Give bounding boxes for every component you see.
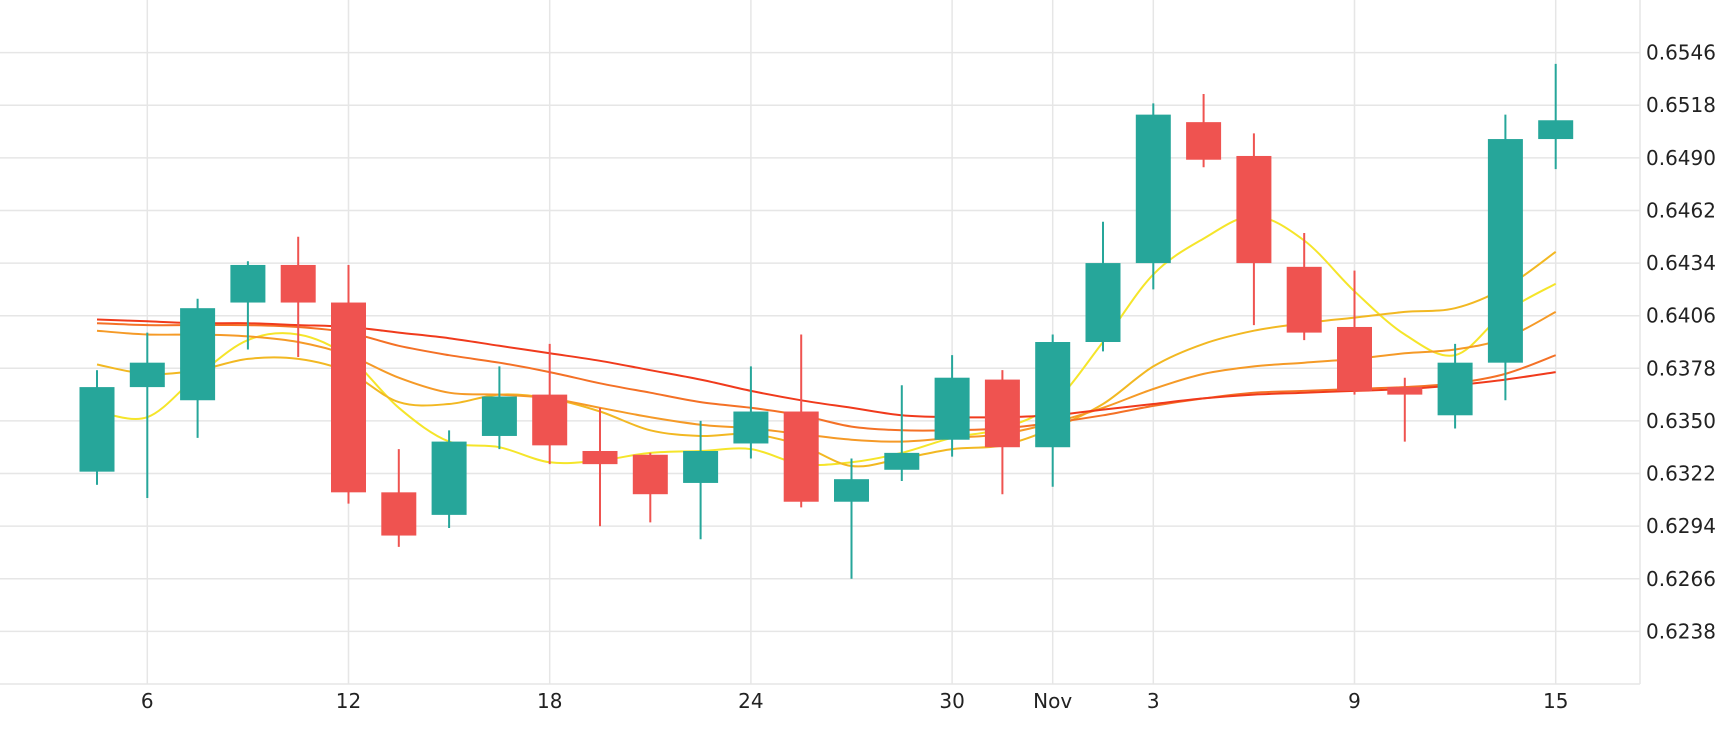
y-tick-label: 0.6462 [1646,198,1716,222]
candle-body [331,302,366,493]
candle-down [280,236,316,358]
plot-frame [0,0,1641,685]
candle-up [1437,343,1473,429]
candle-body [431,441,467,515]
candle-body [180,308,216,401]
y-tick-label: 0.6238 [1646,619,1716,643]
candles [79,63,1574,579]
candle-down [582,407,618,527]
candle-body [884,452,920,470]
candle-down [1337,270,1372,395]
x-tick-label: 18 [537,689,562,713]
candle-body [632,454,668,495]
candle-body [783,411,819,502]
candle-up [683,420,719,540]
candle-up [230,261,266,350]
candle-up [1538,63,1574,170]
candle-body [582,450,618,465]
candle-body [1337,326,1372,391]
candle-up [1135,103,1171,290]
x-tick-label: 6 [141,689,154,713]
candle-up [481,366,517,450]
candle-down [1186,93,1222,168]
candle-down [1387,377,1423,442]
x-tick-label: 12 [336,689,361,713]
moving-average-line-2 [96,250,1557,468]
candle-body [1387,387,1423,395]
candle-down [632,452,668,523]
candle-body [230,264,266,303]
candle-body [129,362,165,388]
candle-body [733,411,769,444]
candle-body [683,450,719,483]
y-axis-tick-labels: 0.6546 0.6518 0.6490 0.6462 0.6434 0.6406 0.63… [1646,41,1716,644]
candle-down [532,343,568,465]
candle-body [1035,342,1071,448]
candle-down [1286,233,1322,341]
candle-up [834,458,869,579]
y-tick-label: 0.6266 [1646,567,1716,591]
candle-down [1236,133,1272,326]
x-tick-label: 15 [1543,689,1568,713]
moving-average-lines [96,215,1557,468]
y-tick-label: 0.6378 [1646,356,1716,380]
candle-up [884,385,920,482]
candle-up [79,370,115,485]
y-tick-label: 0.6490 [1646,146,1716,170]
x-tick-label: 9 [1348,689,1361,713]
candle-body [481,396,517,436]
candle-up [1487,114,1523,401]
y-tick-label: 0.6406 [1646,304,1716,328]
candle-body [1236,155,1272,264]
candle-body [79,387,115,472]
x-tick-label: 3 [1147,689,1160,713]
candle-down [984,370,1020,495]
candle-body [934,377,970,440]
candle-body [1286,266,1322,333]
y-tick-label: 0.6518 [1646,93,1716,117]
candle-up [934,355,970,457]
candle-body [1135,114,1171,264]
x-tick-label: Nov [1033,689,1072,713]
x-axis-tick-labels: 6 12 18 24 30 Nov 3 9 15 [141,689,1568,713]
candle-up [129,332,165,498]
candle-body [381,492,417,536]
candle-up [1035,334,1071,487]
candle-up [1085,221,1121,352]
candle-body [532,394,568,446]
candle-up [733,366,769,459]
candle-body [1487,139,1523,363]
y-tick-label: 0.6294 [1646,514,1716,538]
candle-down [331,264,366,504]
candle-down [783,334,819,508]
candle-up [431,430,467,529]
candle-body [1085,263,1121,342]
candle-down [381,449,417,547]
horizontal-gridlines [0,51,1640,633]
candle-up [180,298,216,438]
y-tick-label: 0.6434 [1646,251,1716,275]
y-tick-label: 0.6546 [1646,41,1716,65]
candle-body [1186,122,1222,160]
candle-body [834,479,869,502]
candle-body [280,264,316,303]
moving-average-line-1 [96,215,1557,466]
candle-body [1437,362,1473,416]
x-tick-label: 24 [738,689,763,713]
candle-body [1538,120,1574,140]
y-tick-label: 0.6350 [1646,409,1716,433]
candle-body [984,379,1020,448]
y-tick-label: 0.6322 [1646,462,1716,486]
x-tick-label: 30 [939,689,964,713]
